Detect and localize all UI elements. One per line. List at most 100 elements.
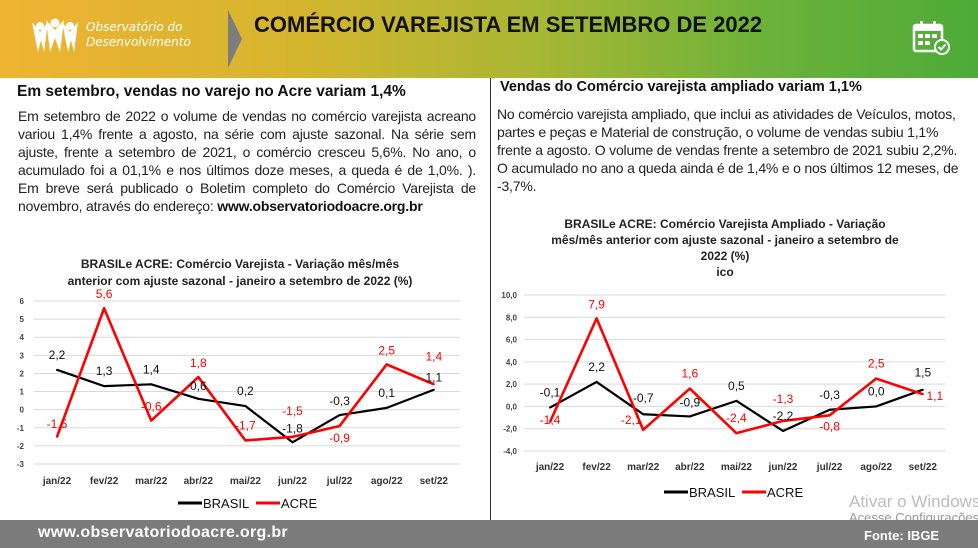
data-point-brasil: [103, 385, 106, 388]
data-label-brasil: -0,9: [679, 395, 700, 409]
data-point-acre: [432, 383, 435, 386]
source-label: Fonte: IBGE: [864, 528, 940, 543]
logo: Observatório do Desenvolvimento: [30, 18, 191, 52]
y-tick-label: -2,0: [503, 425, 517, 434]
y-tick-label: 6: [20, 297, 25, 306]
x-tick-label: mai/22: [230, 476, 262, 487]
data-label-brasil: 0,6: [190, 379, 207, 393]
x-tick-label: set/22: [909, 462, 938, 473]
footer: www.observatoriodoacre.org.br Fonte: IBG…: [0, 520, 978, 548]
data-point-acre: [735, 432, 738, 435]
website-link[interactable]: www.observatoriodoacre.org.br: [217, 198, 423, 214]
data-point-acre: [56, 435, 58, 438]
data-label-acre: 1,6: [681, 367, 698, 381]
data-point-brasil: [432, 388, 435, 391]
data-point-brasil: [291, 441, 294, 444]
data-label-acre: -2,1: [621, 413, 642, 427]
right-chart-title-line4: ico: [716, 265, 734, 279]
data-point-brasil: [385, 406, 388, 409]
data-point-brasil: [595, 380, 598, 383]
y-tick-label: 0,0: [506, 402, 518, 411]
right-chart-title-line2: mês/mês anterior com ajuste sazonal - ja…: [551, 233, 899, 247]
right-chart-title-line3: 2022 (%): [700, 249, 750, 263]
data-label-brasil: -2,2: [773, 409, 794, 423]
data-label-acre: -0,8: [819, 419, 840, 433]
y-tick-label: 1: [20, 388, 25, 397]
x-tick-label: abr/22: [675, 462, 705, 473]
data-point-brasil: [549, 406, 551, 409]
data-label-acre: -1,5: [47, 417, 68, 431]
y-tick-label: 0: [20, 406, 25, 415]
data-label-brasil: -0,1: [540, 386, 561, 400]
data-point-acre: [688, 387, 691, 390]
data-point-acre: [875, 377, 878, 380]
y-tick-label: 2: [20, 369, 25, 378]
data-label-brasil: -0,3: [329, 394, 350, 408]
left-paragraph: Em setembro de 2022 o volume de vendas n…: [18, 107, 476, 215]
data-label-brasil: 0,5: [728, 379, 745, 393]
data-point-brasil: [828, 408, 831, 411]
legend-label-acre: ACRE: [767, 485, 803, 500]
calendar-check-icon: [912, 21, 950, 55]
data-point-brasil: [150, 383, 153, 386]
header-banner: Observatório do Desenvolvimento COMÉRCIO …: [0, 0, 978, 78]
data-label-brasil: -0,3: [819, 388, 840, 402]
data-label-acre: 1,8: [190, 356, 207, 370]
left-chart-title: BRASILe ACRE: Comércio Varejista - Varia…: [40, 256, 440, 290]
logo-line2: Desenvolvimento: [86, 35, 191, 49]
data-label-acre: 5,6: [96, 287, 113, 301]
data-label-brasil: 1,3: [96, 364, 113, 378]
data-point-acre: [782, 419, 784, 422]
x-tick-label: fev/22: [90, 476, 119, 487]
data-label-acre: 1,4: [425, 349, 442, 363]
x-tick-label: ago/22: [860, 462, 892, 473]
y-tick-label: -1: [17, 424, 25, 433]
y-tick-label: -3: [17, 460, 25, 469]
x-tick-label: set/22: [420, 476, 449, 487]
right-chart-title-line1: BRASILe ACRE: Comércio Varejista Ampliad…: [564, 217, 886, 231]
data-label-acre: -1,5: [282, 404, 303, 418]
data-point-brasil: [782, 429, 784, 432]
data-point-brasil: [56, 368, 58, 371]
y-tick-label: -2: [17, 442, 25, 451]
x-tick-label: mai/22: [721, 462, 753, 473]
x-tick-label: mar/22: [627, 462, 660, 473]
data-label-brasil: 2,2: [588, 360, 605, 374]
data-point-brasil: [244, 405, 247, 408]
data-point-acre: [921, 393, 924, 396]
x-tick-label: fev/22: [582, 462, 611, 473]
data-point-acre: [642, 428, 645, 431]
data-point-brasil: [921, 388, 924, 391]
y-tick-label: 4: [20, 333, 25, 342]
x-tick-label: jun/22: [768, 462, 798, 473]
data-label-brasil: 0,0: [868, 384, 885, 398]
page-title: COMÉRCIO VAREJISTA EM SETEMBRO DE 2022: [254, 12, 763, 37]
data-label-acre: -1,7: [235, 418, 256, 432]
data-point-acre: [595, 317, 598, 320]
y-tick-label: 4,0: [506, 358, 518, 367]
x-tick-label: ago/22: [371, 476, 403, 487]
data-point-acre: [103, 307, 106, 310]
right-chart-title: BRASILe ACRE: Comércio Varejista Ampliad…: [520, 216, 930, 280]
footer-url[interactable]: www.observatoriodoacre.org.br: [38, 524, 288, 541]
y-tick-label: 3: [20, 351, 25, 360]
left-paragraph-text: Em setembro de 2022 o volume de vendas n…: [18, 108, 476, 214]
data-point-brasil: [642, 413, 645, 416]
data-label-brasil: 1,1: [425, 371, 442, 385]
data-label-acre: -1,4: [540, 413, 561, 427]
left-chart-title-line1: BRASILe ACRE: Comércio Varejista - Varia…: [80, 257, 400, 271]
legend-label-acre: ACRE: [281, 496, 317, 511]
x-tick-label: mar/22: [135, 476, 168, 487]
data-label-acre: -0,6: [141, 400, 162, 414]
data-point-acre: [150, 419, 153, 422]
data-point-acre: [338, 424, 341, 427]
column-divider: [490, 78, 491, 520]
x-tick-label: jan/22: [42, 476, 72, 487]
data-point-acre: [385, 363, 388, 366]
data-point-brasil: [197, 397, 200, 400]
data-label-brasil: 0,2: [237, 384, 254, 398]
logo-line1: Observatório do: [86, 20, 183, 34]
data-label-brasil: -0,7: [633, 391, 654, 405]
data-label-brasil: 1,5: [914, 366, 931, 380]
